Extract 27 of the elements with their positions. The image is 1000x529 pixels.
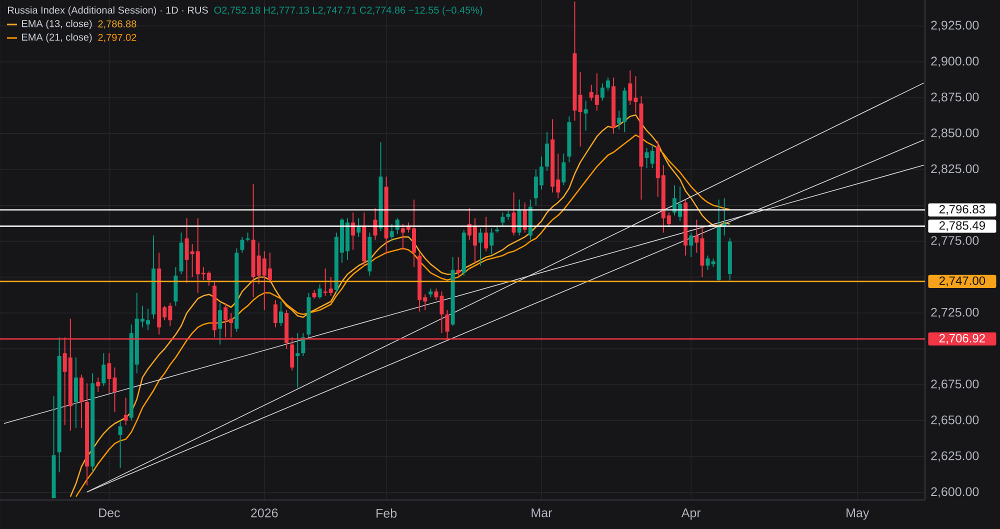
ref-line-label: 2,706.92 <box>939 334 985 344</box>
y-tick-label: 2,875.00 <box>931 92 979 103</box>
text: O2,752.18 H2,777.13 L2,747.71 C2,774.86 −12.55 (−0.45%) <box>214 6 482 16</box>
y-tick-label: 2,650.00 <box>931 415 979 426</box>
y-tick-label: 2,675.00 <box>931 380 979 390</box>
x-tick-label: 2026 <box>251 508 278 518</box>
ref-line-label: 2,796.83 <box>939 204 986 215</box>
annotation: 2,786.88 <box>98 20 136 29</box>
x-tick-label: Mar <box>532 508 552 518</box>
x-tick-label: May <box>846 508 870 520</box>
y-tick-label: 2,925.00 <box>931 20 979 32</box>
annotation: 2,797.02 <box>98 34 136 42</box>
y-tick-label: 2,825.00 <box>931 164 979 175</box>
y-tick-label: 2,850.00 <box>931 128 979 139</box>
y-tick-label: 2,900.00 <box>931 56 979 68</box>
y-tick-label: 2,775.00 <box>931 236 979 246</box>
x-tick-label: Dec <box>99 508 120 518</box>
text: Russia Index (Additional Session) · 1D · RUS <box>8 6 208 16</box>
x-tick-label: Feb <box>376 508 397 518</box>
legend-label: EMA (21, close) <box>22 33 92 43</box>
ref-line-label: 2,785.49 <box>939 221 985 232</box>
y-tick-label: 2,625.00 <box>931 451 979 462</box>
legend-label: EMA (13, close) <box>22 20 92 30</box>
y-tick-label: 2,725.00 <box>931 308 979 318</box>
y-tick-label: 2,600.00 <box>931 487 979 498</box>
ref-line-label: 2,747.00 <box>939 276 986 286</box>
x-tick-label: Apr <box>681 508 701 520</box>
